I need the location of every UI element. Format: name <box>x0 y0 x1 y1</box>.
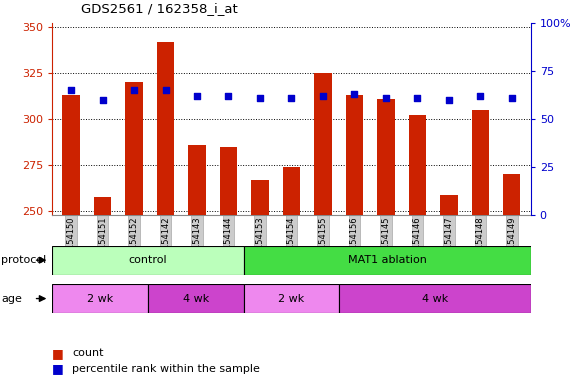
Bar <box>188 145 206 215</box>
Bar <box>346 95 363 215</box>
Bar <box>314 73 332 215</box>
Point <box>381 95 390 101</box>
Bar <box>63 95 79 215</box>
Bar <box>409 115 426 215</box>
Bar <box>94 197 111 215</box>
Bar <box>440 195 458 215</box>
Bar <box>251 180 269 215</box>
Point <box>161 87 170 93</box>
Point <box>444 97 454 103</box>
Text: 2 wk: 2 wk <box>278 293 304 304</box>
Point <box>129 87 139 93</box>
Point <box>476 93 485 99</box>
Point <box>255 95 264 101</box>
Text: MAT1 ablation: MAT1 ablation <box>348 255 426 265</box>
Bar <box>244 246 531 275</box>
Text: count: count <box>72 348 104 358</box>
Point <box>350 91 359 97</box>
Point <box>413 95 422 101</box>
Text: 4 wk: 4 wk <box>422 293 448 304</box>
Bar <box>52 246 244 275</box>
Text: percentile rank within the sample: percentile rank within the sample <box>72 364 260 374</box>
Text: ■: ■ <box>52 362 64 375</box>
Point <box>193 93 202 99</box>
Bar <box>157 41 174 215</box>
Point <box>318 93 328 99</box>
Text: 2 wk: 2 wk <box>87 293 113 304</box>
Text: control: control <box>129 255 167 265</box>
Point <box>224 93 233 99</box>
Point <box>507 95 516 101</box>
Bar <box>125 82 143 215</box>
Bar <box>472 110 489 215</box>
Bar <box>377 99 394 215</box>
Text: 4 wk: 4 wk <box>183 293 209 304</box>
Point <box>67 87 76 93</box>
Text: protocol: protocol <box>1 255 46 265</box>
Text: age: age <box>1 293 22 304</box>
Bar <box>52 284 148 313</box>
Bar <box>220 147 237 215</box>
Bar <box>244 284 339 313</box>
Point <box>98 97 107 103</box>
Text: ■: ■ <box>52 347 64 360</box>
Text: GDS2561 / 162358_i_at: GDS2561 / 162358_i_at <box>81 2 238 15</box>
Bar <box>339 284 531 313</box>
Bar <box>503 174 520 215</box>
Bar <box>283 167 300 215</box>
Point <box>287 95 296 101</box>
Bar <box>148 284 244 313</box>
